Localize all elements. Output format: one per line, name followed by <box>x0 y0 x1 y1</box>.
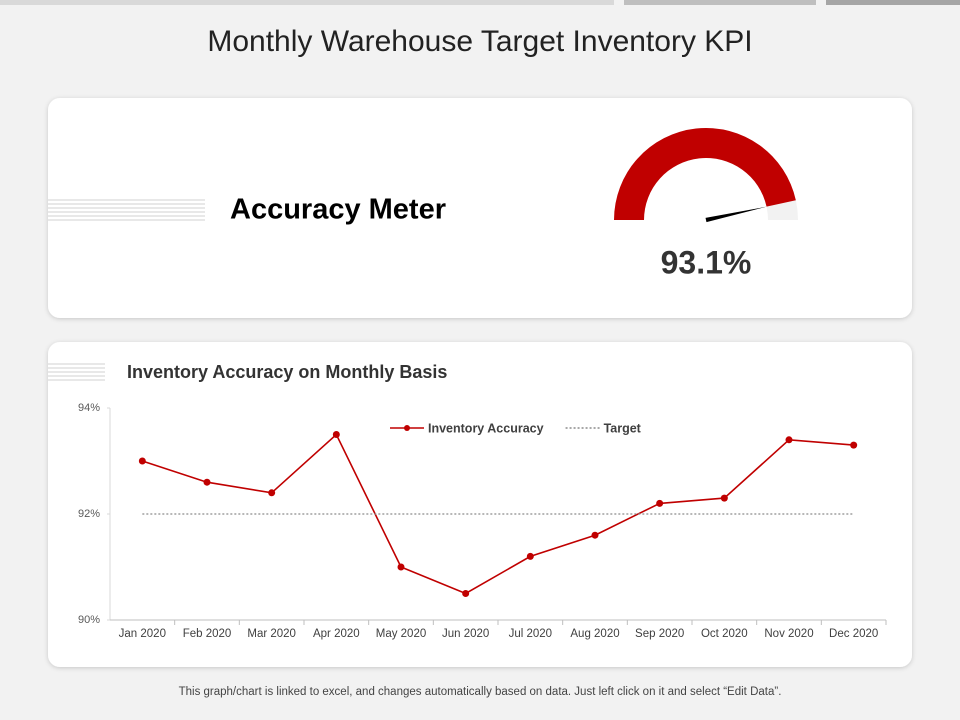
data-point <box>397 563 405 571</box>
data-point <box>332 431 340 438</box>
legend-marker <box>404 425 410 431</box>
data-point <box>462 590 470 597</box>
x-tick-label: Apr 2020 <box>313 628 360 640</box>
x-tick-label: Sep 2020 <box>635 628 684 640</box>
legend-label: Inventory Accuracy <box>428 421 544 435</box>
footer-note: This graph/chart is linked to excel, and… <box>179 686 782 698</box>
data-point <box>138 457 146 465</box>
y-tick-label: 94% <box>78 402 100 414</box>
y-tick-label: 92% <box>78 508 100 520</box>
top-strip <box>826 0 960 5</box>
x-tick-label: Mar 2020 <box>247 628 296 640</box>
x-tick-label: Aug 2020 <box>570 628 619 640</box>
data-point <box>720 494 728 502</box>
x-tick-label: Nov 2020 <box>764 628 813 640</box>
meter-value: 93.1% <box>661 244 752 280</box>
legend-label: Target <box>604 421 642 435</box>
y-tick-label: 90% <box>78 614 100 626</box>
chart-title: Inventory Accuracy on Monthly Basis <box>127 362 447 382</box>
data-point <box>268 489 276 497</box>
data-point <box>656 499 664 507</box>
chart-card <box>48 342 912 667</box>
gauge-fill <box>614 128 796 220</box>
data-point <box>591 531 599 539</box>
x-tick-label: May 2020 <box>376 628 427 640</box>
x-tick-label: Oct 2020 <box>701 628 748 640</box>
meter-title: Accuracy Meter <box>230 194 446 226</box>
data-point <box>526 552 534 560</box>
page-title: Monthly Warehouse Target Inventory KPI <box>207 25 752 58</box>
top-strip <box>0 0 614 5</box>
x-tick-label: Dec 2020 <box>829 628 878 640</box>
gauge-needle <box>705 206 767 223</box>
x-tick-label: Jun 2020 <box>442 628 489 640</box>
top-strip <box>624 0 816 5</box>
x-tick-label: Feb 2020 <box>183 628 232 640</box>
data-point <box>785 436 793 444</box>
data-point <box>850 441 858 449</box>
data-point <box>203 478 211 486</box>
x-tick-label: Jan 2020 <box>119 628 166 640</box>
x-tick-label: Jul 2020 <box>509 628 552 640</box>
decor-lines <box>48 363 105 381</box>
series-line <box>142 433 854 595</box>
decor-lines <box>48 199 205 221</box>
